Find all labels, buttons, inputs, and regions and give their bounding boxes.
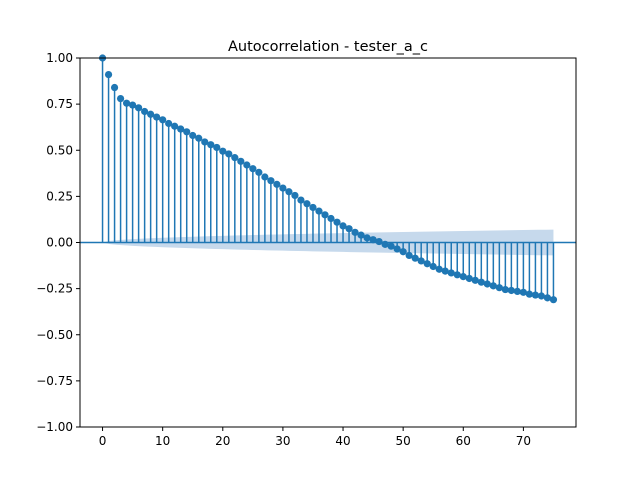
acf-point xyxy=(195,134,203,142)
acf-point xyxy=(315,207,323,215)
acf-point xyxy=(363,234,371,242)
acf-point xyxy=(513,287,521,295)
acf-point xyxy=(537,292,546,300)
acf-point xyxy=(357,231,365,239)
acf-point xyxy=(207,141,215,149)
acf-point xyxy=(237,157,245,165)
acf-point xyxy=(411,254,419,262)
acf-point xyxy=(375,237,383,246)
chart-title: Autocorrelation - tester_a_c xyxy=(228,39,428,55)
acf-point xyxy=(477,278,485,286)
acf-point xyxy=(189,131,197,140)
acf-point xyxy=(531,291,540,299)
y-tick-label: 0.50 xyxy=(46,143,73,157)
acf-point xyxy=(309,203,317,212)
acf-point xyxy=(129,101,137,109)
acf-point xyxy=(279,184,287,192)
x-tick-label: 10 xyxy=(155,434,170,448)
acf-point xyxy=(297,196,305,204)
acf-point xyxy=(141,107,149,116)
acf-point xyxy=(423,260,431,268)
acf-point xyxy=(285,188,293,196)
acf-point xyxy=(159,116,167,124)
acf-point xyxy=(405,251,413,260)
acf-point xyxy=(183,128,191,136)
acf-point xyxy=(219,147,227,155)
acf-point xyxy=(339,222,347,230)
y-tick-label: −0.25 xyxy=(36,282,73,296)
acf-point xyxy=(387,242,395,250)
y-axis-ticks: −1.00 −0.75 −0.50 −0.25 0.00 0.25 0.50 0.75 1.00 xyxy=(36,51,80,434)
acf-point xyxy=(525,290,534,298)
acf-point xyxy=(321,211,329,219)
acf-point xyxy=(393,245,401,253)
x-axis-ticks: 0 10 20 30 40 50 60 70 xyxy=(99,427,531,448)
acf-point xyxy=(171,122,179,130)
acf-point xyxy=(483,280,491,288)
acf-point xyxy=(381,240,389,248)
marker-layer xyxy=(98,54,558,304)
stem-layer xyxy=(101,58,555,300)
y-tick-label: −1.00 xyxy=(36,420,73,434)
acf-point xyxy=(261,173,269,181)
acf-point xyxy=(249,165,257,173)
acf-point xyxy=(471,276,479,284)
acf-point xyxy=(417,257,425,265)
acf-point xyxy=(519,288,527,296)
x-tick-label: 20 xyxy=(215,434,230,448)
plot-frame xyxy=(79,57,577,428)
acf-point xyxy=(351,228,359,236)
acf-point xyxy=(116,94,125,103)
acf-point xyxy=(153,113,161,121)
acf-point xyxy=(495,284,503,292)
x-tick-label: 50 xyxy=(396,434,411,448)
acf-point xyxy=(453,271,461,279)
x-tick-label: 70 xyxy=(516,434,531,448)
acf-point xyxy=(303,200,311,208)
acf-point xyxy=(225,150,233,158)
acf-point xyxy=(333,218,341,226)
x-tick-label: 40 xyxy=(335,434,350,448)
acf-point xyxy=(543,294,552,302)
acf-point xyxy=(231,154,239,162)
acf-point xyxy=(447,269,455,277)
acf-point xyxy=(243,161,251,169)
acf-point xyxy=(429,262,437,271)
acf-point xyxy=(435,265,443,273)
acf-point xyxy=(267,177,275,185)
acf-point xyxy=(110,83,119,92)
acf-point xyxy=(507,286,515,295)
acf-point xyxy=(489,282,497,290)
x-tick-label: 0 xyxy=(99,434,107,448)
acf-point xyxy=(399,248,407,256)
acf-point xyxy=(104,71,113,79)
acf-point xyxy=(122,99,131,107)
y-tick-label: 1.00 xyxy=(46,51,73,65)
acf-point xyxy=(213,143,221,152)
y-tick-label: 0.00 xyxy=(46,236,73,250)
acf-point xyxy=(459,273,467,281)
acf-point xyxy=(135,104,143,112)
acf-point xyxy=(165,119,173,128)
x-tick-label: 60 xyxy=(456,434,471,448)
acf-point xyxy=(369,236,377,244)
acf-point xyxy=(291,191,299,200)
y-tick-label: −0.75 xyxy=(36,374,73,388)
acf-point xyxy=(327,214,335,223)
acf-point xyxy=(273,180,281,188)
acf-point xyxy=(501,285,509,294)
y-tick-label: 0.75 xyxy=(46,97,73,111)
acf-point xyxy=(441,267,449,275)
y-tick-label: −0.50 xyxy=(36,328,73,342)
acf-point xyxy=(147,110,155,118)
x-tick-label: 30 xyxy=(275,434,290,448)
acf-point xyxy=(549,296,558,304)
acf-point xyxy=(465,274,473,283)
acf-point xyxy=(201,138,209,146)
acf-point xyxy=(345,225,353,233)
acf-point xyxy=(177,125,185,133)
acf-point xyxy=(255,168,263,176)
y-tick-label: 0.25 xyxy=(46,189,73,203)
